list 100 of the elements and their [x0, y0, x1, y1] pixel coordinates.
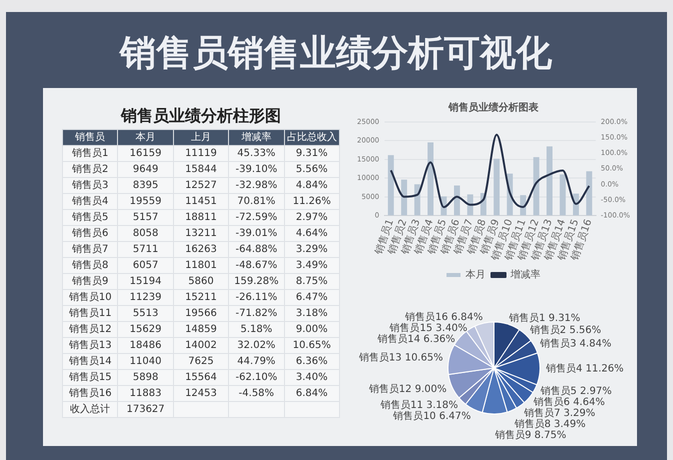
- category-label: 销售员16: [62, 386, 118, 402]
- data-label: 18811: [173, 210, 229, 226]
- category-label: 销售员12: [62, 322, 118, 338]
- data-label: 11119: [173, 146, 229, 162]
- series-label: 本月: [118, 130, 174, 146]
- data-label: 6.47%: [284, 290, 340, 306]
- category-label: 销售员10: [62, 290, 118, 306]
- category-label: 收入总计: [62, 402, 118, 418]
- data-label: 32.02%: [228, 338, 284, 354]
- data-label: 45.33%: [228, 146, 284, 162]
- text: 销售员业绩分析柱形图: [121, 106, 281, 125]
- category-label: 销售员14: [62, 354, 118, 370]
- category-label: 销售员3: [62, 178, 118, 194]
- data-label: 14002: [173, 338, 229, 354]
- chart-title: 销售员业绩分析图表: [448, 102, 540, 114]
- data-label: 13211: [173, 226, 229, 242]
- text: 销售员: [62, 130, 118, 146]
- bar: [586, 171, 592, 216]
- slice-label: 销售员7 3.29%: [522, 407, 596, 420]
- bar: [388, 155, 394, 216]
- data-label: 16159: [118, 146, 174, 162]
- series-label: 占比总收入: [284, 130, 340, 146]
- line-series: [390, 134, 590, 208]
- data-label: -26.11%: [228, 290, 284, 306]
- slice-label: 销售员5 2.97%: [539, 385, 612, 398]
- text: 销售员销售业绩分析可视化: [120, 32, 552, 76]
- data-label: -71.82%: [228, 306, 284, 322]
- data-label: 3.40%: [284, 370, 340, 386]
- data-label: 11.26%: [284, 194, 340, 210]
- data-label: 15564: [173, 370, 229, 386]
- data-label: 11801: [173, 258, 229, 274]
- category-label: 销售员1: [62, 146, 118, 162]
- data-label: 11239: [118, 290, 174, 306]
- bar: [401, 180, 408, 216]
- data-label: 5.18%: [228, 322, 284, 338]
- data-label: 6.84%: [284, 386, 340, 402]
- data-label: -48.67%: [228, 258, 284, 274]
- bar: [546, 146, 552, 216]
- data-label: -62.10%: [228, 370, 284, 386]
- slice-label: 销售员4 11.26%: [544, 362, 624, 375]
- data-label: 16263: [173, 242, 229, 258]
- data-label: 6.36%: [284, 354, 340, 370]
- data-label: 19559: [118, 194, 174, 210]
- data-label: 11040: [118, 354, 174, 370]
- data-label: 10.65%: [284, 338, 340, 354]
- slice-label: 销售员1 9.31%: [508, 312, 580, 324]
- legend-label: 本月: [466, 268, 486, 281]
- slice-label: 销售员2 5.56%: [528, 324, 602, 336]
- slice-label: 销售员15 3.40%: [388, 322, 468, 334]
- slice-label: 销售员10 6.47%: [392, 410, 471, 422]
- data-label: -4.58%: [228, 386, 284, 402]
- slice-label: 销售员11 3.18%: [379, 399, 458, 412]
- data-label: 9.31%: [284, 146, 340, 162]
- data-label: 12453: [173, 386, 229, 402]
- data-label: 19566: [173, 306, 229, 322]
- data-label: 7625: [173, 354, 229, 370]
- slice-label: 销售员16 6.84%: [404, 310, 483, 323]
- data-label: 70.81%: [228, 194, 284, 210]
- slice-label: 销售员8 3.49%: [513, 418, 586, 430]
- series-label: 上月: [173, 130, 229, 146]
- bar: [560, 174, 566, 216]
- category-label: 销售员4: [62, 194, 118, 210]
- bar: [533, 157, 540, 216]
- data-label: 14859: [173, 322, 229, 338]
- data-label: 15194: [118, 274, 174, 290]
- data-label: 3.18%: [284, 306, 340, 322]
- data-label: -32.98%: [228, 178, 284, 194]
- data-label: 5.56%: [284, 162, 340, 178]
- data-label: 9649: [118, 162, 174, 178]
- data-label: 15629: [118, 322, 174, 338]
- data-label: 11883: [118, 386, 174, 402]
- data-label: 8395: [118, 178, 174, 194]
- data-label: -72.59%: [228, 210, 284, 226]
- slice-label: 销售员6 4.64%: [532, 396, 605, 408]
- data-label: 6057: [118, 258, 174, 274]
- data-label: 3.29%: [284, 242, 340, 258]
- data-label: 15844: [173, 162, 229, 178]
- data-label: 8.75%: [284, 274, 340, 290]
- data-label: 4.84%: [284, 178, 340, 194]
- data-label: 15211: [173, 290, 229, 306]
- bar: [428, 142, 434, 216]
- data-label: 44.79%: [228, 354, 284, 370]
- series-label: 增减率: [228, 130, 284, 146]
- data-label: -39.01%: [228, 226, 284, 242]
- category-label: 销售员11: [62, 306, 118, 322]
- data-label: 5157: [118, 210, 174, 226]
- data-label: 5898: [118, 370, 174, 386]
- data-label: 159.28%: [228, 274, 284, 290]
- slice-label: 销售员13 10.65%: [358, 352, 443, 364]
- data-label: 18486: [118, 338, 174, 354]
- data-label: 173627: [118, 402, 174, 418]
- data-label: 9.00%: [284, 322, 340, 338]
- data-label: 12527: [173, 178, 229, 194]
- bar: [454, 186, 460, 216]
- data-label: 2.97%: [284, 210, 340, 226]
- category-label: 销售员8: [62, 258, 118, 274]
- bar: [494, 158, 500, 216]
- data-label: 3.49%: [284, 258, 340, 274]
- slice-label: 销售员12 9.00%: [368, 382, 447, 395]
- data-label: 4.64%: [284, 226, 340, 242]
